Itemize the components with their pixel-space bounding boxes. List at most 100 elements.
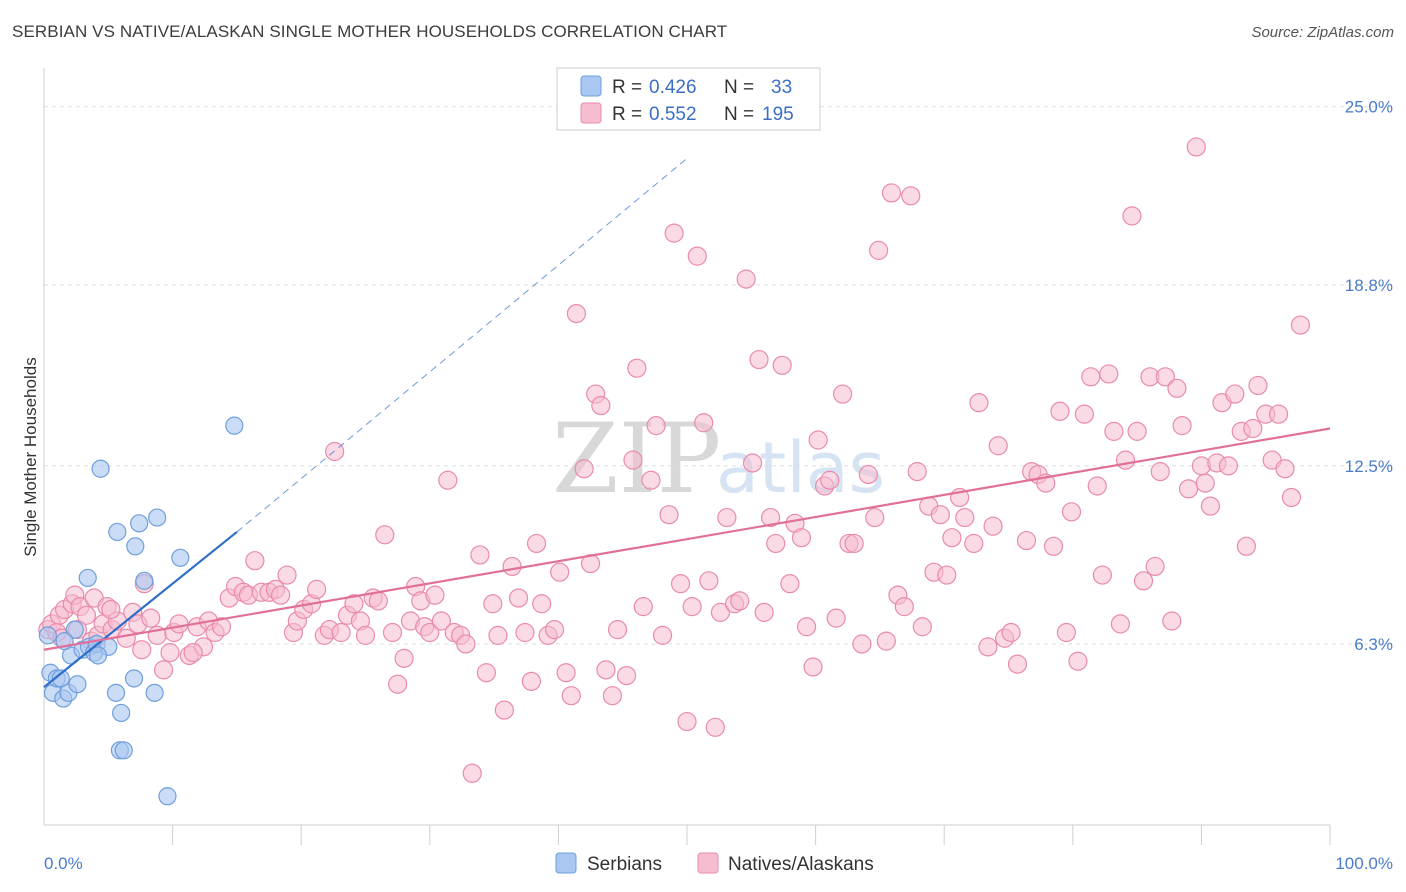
point-natives [245, 551, 265, 571]
point-natives [420, 622, 440, 643]
point-natives [820, 470, 840, 490]
point-natives [1186, 137, 1206, 157]
point-natives [876, 631, 896, 651]
legend-r-label: R = [612, 104, 642, 125]
point-natives [394, 648, 414, 668]
watermark-atlas: atlas [716, 427, 885, 509]
point-natives [183, 643, 203, 663]
point-natives [705, 717, 725, 737]
point-natives [964, 533, 984, 554]
y-tick-labels: 6.3% 12.5% 18.8% 25.0% [1345, 98, 1393, 654]
legend-n-value-natives: 195 [762, 104, 794, 125]
point-natives [616, 665, 637, 686]
point-natives [983, 516, 1003, 536]
point-natives [271, 585, 291, 605]
point-natives [633, 597, 653, 617]
point-natives [1115, 450, 1136, 470]
y-tick-label: 6.3% [1354, 635, 1393, 654]
point-natives [869, 240, 889, 260]
point-serbians [108, 522, 127, 542]
point-natives [766, 533, 786, 554]
point-natives [754, 602, 774, 622]
point-natives [901, 186, 921, 206]
point-natives [659, 505, 679, 525]
point-natives [844, 533, 864, 554]
point-serbians [225, 416, 244, 435]
point-natives [382, 622, 403, 643]
point-natives [1074, 404, 1094, 424]
point-natives [556, 663, 576, 683]
point-natives [532, 594, 552, 614]
point-serbians [106, 683, 126, 702]
point-natives [277, 565, 297, 585]
point-natives [937, 565, 957, 585]
bottom-legend-swatch-serbians [555, 852, 577, 874]
point-natives [791, 528, 812, 548]
point-natives [1195, 473, 1215, 493]
legend: R = 0.426 N = 33 R = 0.552 N = 195 [556, 67, 821, 131]
point-natives [1155, 367, 1175, 387]
point-natives [544, 620, 565, 640]
point-natives [730, 591, 750, 611]
point-natives [1268, 404, 1289, 424]
point-natives [1043, 536, 1064, 556]
series-serbians [38, 416, 244, 806]
point-natives [907, 462, 927, 482]
point-natives [652, 625, 673, 645]
point-natives [1007, 654, 1028, 674]
point-natives [1110, 614, 1130, 634]
trend-lines [43, 158, 1331, 688]
point-serbians [91, 459, 110, 478]
point-natives [101, 599, 121, 620]
point-natives [169, 614, 189, 634]
point-natives [969, 393, 989, 413]
point-natives [1281, 487, 1302, 508]
point-serbians [78, 568, 97, 588]
legend-r-value-natives: 0.552 [649, 104, 697, 125]
point-natives [355, 625, 376, 645]
point-natives [141, 608, 161, 628]
point-natives [1275, 459, 1295, 479]
point-natives [694, 413, 714, 433]
point-natives [687, 246, 707, 266]
point-serbians [38, 626, 57, 645]
point-natives [1127, 421, 1147, 441]
point-natives [1248, 375, 1268, 396]
point-natives [1001, 622, 1021, 643]
bottom-legend-label-serbians: Serbians [587, 854, 662, 875]
point-serbians [68, 675, 87, 694]
y-tick-label: 18.8% [1345, 276, 1393, 295]
point-natives [476, 663, 496, 683]
point-serbians [112, 703, 131, 723]
legend-n-label: N = [724, 104, 754, 125]
legend-r-label: R = [612, 77, 642, 98]
point-natives [1068, 651, 1088, 671]
point-natives [388, 674, 408, 694]
point-natives [1145, 556, 1165, 577]
point-natives [1167, 378, 1187, 398]
point-natives [641, 470, 661, 490]
trend-line-serbians-extension [236, 158, 688, 533]
point-natives [627, 358, 647, 378]
point-natives [561, 686, 581, 706]
x-tick-label-min: 0.0% [44, 854, 83, 873]
point-natives [912, 617, 932, 637]
point-natives [1050, 401, 1070, 421]
legend-r-value-serbians: 0.426 [649, 77, 697, 98]
point-natives [483, 594, 503, 614]
point-natives [438, 470, 458, 490]
point-natives [1087, 476, 1107, 496]
point-natives [1150, 462, 1170, 482]
point-natives [699, 571, 719, 591]
point-serbians [158, 787, 177, 806]
point-natives [160, 643, 180, 663]
point-natives [623, 450, 643, 470]
point-natives [682, 597, 702, 617]
point-serbians [171, 548, 190, 567]
legend-n-value-serbians: 33 [771, 77, 792, 98]
chart-title: SERBIAN VS NATIVE/ALASKAN SINGLE MOTHER … [12, 22, 728, 41]
watermark: ZIP atlas [552, 403, 885, 515]
point-natives [566, 303, 587, 324]
point-natives [736, 269, 756, 289]
